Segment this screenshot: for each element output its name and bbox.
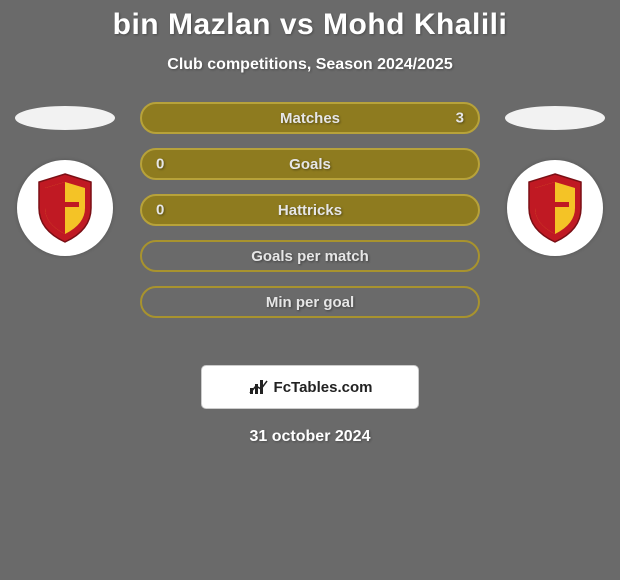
stat-value-right: 3 — [456, 110, 464, 127]
stat-label: Matches — [280, 110, 340, 127]
right-player-column — [500, 102, 610, 256]
club-crest-left — [17, 160, 113, 256]
stat-row: Goals per match — [140, 240, 480, 272]
club-crest-right — [507, 160, 603, 256]
stat-label: Hattricks — [278, 202, 342, 219]
shield-icon — [33, 172, 97, 244]
stat-label: Min per goal — [266, 294, 354, 311]
comparison-card: bin Mazlan vs Mohd Khalili Club competit… — [0, 0, 620, 580]
shield-icon — [523, 172, 587, 244]
player-photo-placeholder-right — [505, 106, 605, 130]
stat-label: Goals per match — [251, 248, 369, 265]
stat-row: Goals 0 — [140, 148, 480, 180]
stat-value-left: 0 — [156, 202, 164, 219]
stat-label: Goals — [289, 156, 331, 173]
source-badge[interactable]: FcTables.com — [202, 366, 418, 408]
stats-column: Matches 3 Goals 0 Hattricks 0 Goals per match M… — [140, 102, 480, 318]
stat-row: Matches 3 — [140, 102, 480, 134]
date-text: 31 october 2024 — [0, 428, 620, 446]
page-subtitle: Club competitions, Season 2024/2025 — [0, 56, 620, 74]
stat-row: Hattricks 0 — [140, 194, 480, 226]
bar-chart-icon — [248, 378, 270, 396]
left-player-column — [10, 102, 120, 256]
content-area: Matches 3 Goals 0 Hattricks 0 Goals per match M… — [0, 102, 620, 342]
stat-value-left: 0 — [156, 156, 164, 173]
page-title: bin Mazlan vs Mohd Khalili — [0, 0, 620, 42]
source-badge-text: FcTables.com — [274, 379, 373, 396]
player-photo-placeholder-left — [15, 106, 115, 130]
stat-row: Min per goal — [140, 286, 480, 318]
